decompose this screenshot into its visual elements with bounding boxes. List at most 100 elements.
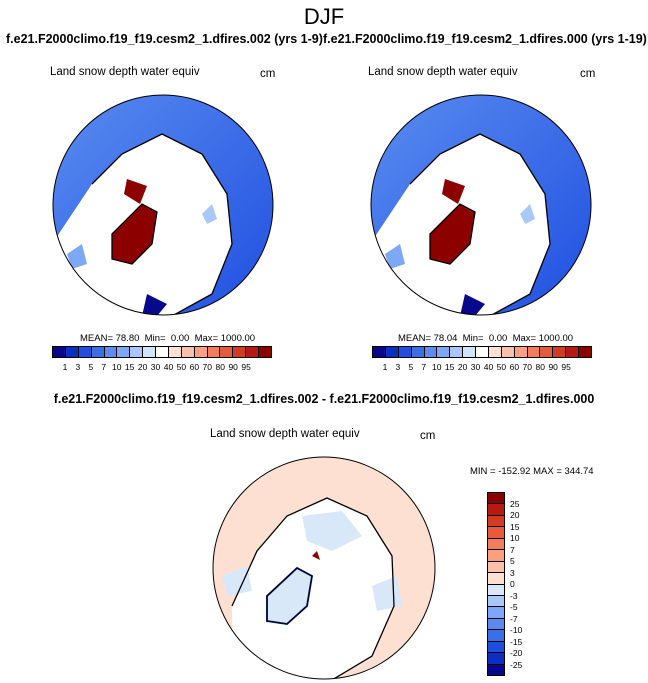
panel-a-colorbar-swatch <box>143 347 156 357</box>
panel-diff-colorbar-swatch <box>488 527 504 539</box>
panel-b-colorbar-tick-label: 20 <box>457 362 468 372</box>
panel-b-colorbar-tick-label: 7 <box>421 362 427 372</box>
panel-b-colorbar-swatch <box>450 347 464 357</box>
panel-diff-colorbar-tick-label: 0 <box>510 579 515 589</box>
panel-diff-units: cm <box>420 430 436 442</box>
panel-diff-colorbar-labels: 25 20 15 10 7 5 3 0 -3 -5 -7 -10 -15 -20 -25 <box>510 492 550 676</box>
panel-b-variable: Land snow depth water equiv <box>368 66 518 78</box>
panel-a-colorbar-tick-label: 5 <box>88 362 94 372</box>
panel-diff-colorbar-swatch <box>488 584 504 596</box>
panel-diff-colorbar-tick-label: -3 <box>510 590 518 601</box>
panel-a-colorbar-swatch <box>104 347 118 357</box>
panel-diff-colorbar-swatch <box>488 561 504 574</box>
panel-diff-colorbar-swatch <box>488 538 504 551</box>
panel-b-colorbar-swatch <box>398 347 412 357</box>
panel-a-colorbar-swatch <box>259 347 271 357</box>
panel-diff-colorbar-tick-label: -20 <box>510 648 523 658</box>
panel-diff-colorbar-tick-label: -7 <box>510 613 518 624</box>
panel-b-colorbar-tick-label: 90 <box>548 362 558 372</box>
panel-b-colorbar-tick-label: 95 <box>561 362 571 372</box>
panel-a-colorbar-swatch <box>53 347 66 357</box>
panel-b-colorbar-swatch <box>488 347 502 357</box>
season-title: DJF <box>303 4 345 29</box>
panel-a-colorbar-swatch <box>130 347 144 357</box>
panel-diff-colorbar-swatch <box>488 630 504 642</box>
difference-title: f.e21.F2000climo.f19_f19.cesm2_1.dfires.… <box>53 392 595 406</box>
panel-diff-colorbar-tick-label: 5 <box>510 556 515 566</box>
panel-b-colorbar-tick-label: 60 <box>509 362 520 372</box>
panel-b-colorbar-swatch <box>553 347 567 357</box>
panel-b-colorbar-tick-label: 5 <box>408 362 414 372</box>
panel-diff-colorbar-tick-label: 7 <box>510 544 515 555</box>
greenland-region <box>430 204 475 264</box>
panel-a-colorbar-tick-label: 90 <box>228 362 238 372</box>
panel-b-colorbar-swatch <box>514 347 528 357</box>
panel-diff-colorbar-tick-label: -25 <box>510 659 523 670</box>
panel-a-colorbar-tick-label: 15 <box>124 362 135 372</box>
panel-a-units: cm <box>260 68 276 80</box>
panel-a-colorbar-tick-label: 60 <box>189 362 200 372</box>
panel-a-colorbar-swatch <box>220 347 234 357</box>
panel-a-colorbar-swatch <box>181 347 195 357</box>
panel-a-colorbar-swatch <box>233 347 247 357</box>
case-b-title: f.e21.F2000climo.f19_f19.cesm2_1.dfires.… <box>323 32 647 46</box>
panel-a-colorbar-tick-label: 3 <box>75 362 81 372</box>
panel-a-colorbar <box>52 346 272 358</box>
panel-diff-colorbar-swatch <box>488 515 504 528</box>
panel-diff-colorbar-tick-label: -10 <box>510 625 523 635</box>
panel-a-colorbar-tick-label: 70 <box>202 362 213 372</box>
panel-b-colorbar-swatch <box>411 347 425 357</box>
panel-b-colorbar-swatch <box>579 347 591 357</box>
case-a-title: f.e21.F2000climo.f19_f19.cesm2_1.dfires.… <box>6 32 323 46</box>
panel-diff-colorbar-tick-label: 3 <box>510 567 515 578</box>
panel-a-colorbar-swatch <box>156 347 169 357</box>
panel-diff-colorbar-swatch <box>488 607 504 619</box>
panel-b-colorbar-swatch <box>566 347 579 357</box>
panel-diff-colorbar-tick-label: -15 <box>510 636 523 647</box>
panel-diff-stats: MIN = -152.92 MAX = 344.74 <box>470 466 594 477</box>
panel-b-colorbar-tick-label: 10 <box>431 362 442 372</box>
panel-b-colorbar-tick-label: 15 <box>444 362 455 372</box>
panel-diff-colorbar-swatch <box>488 653 504 665</box>
panel-b-colorbar-labels: 1 3 5 7 10 15 20 30 40 50 60 70 80 90 95 <box>372 362 592 374</box>
panel-b-colorbar-swatch <box>424 347 438 357</box>
panel-a-colorbar-tick-label: 80 <box>215 362 225 372</box>
panel-a-stats: MEAN= 78.80 Min= 0.00 Max= 1000.00 <box>80 333 256 344</box>
panel-diff-colorbar <box>487 492 505 676</box>
panel-a-colorbar-swatch <box>117 347 131 357</box>
panel-b-colorbar-swatch <box>385 347 399 357</box>
panel-b-stats: MEAN= 78.04 Min= 0.00 Max= 1000.00 <box>398 333 574 344</box>
panel-a-colorbar-tick-label: 95 <box>241 362 251 372</box>
panel-diff-colorbar-tick-label: 25 <box>510 498 520 509</box>
panel-b-colorbar-tick-label: 80 <box>535 362 545 372</box>
panel-a-colorbar-tick-label: 7 <box>101 362 107 372</box>
panel-a-colorbar-tick-label: 30 <box>150 362 161 372</box>
panel-diff-colorbar-tick-label: -5 <box>510 602 518 612</box>
panel-a-colorbar-swatch <box>207 347 221 357</box>
panel-b-colorbar <box>372 346 592 358</box>
panel-a-colorbar-tick-label: 20 <box>137 362 148 372</box>
panel-b-map <box>370 94 592 316</box>
panel-diff-colorbar-tick-label: 10 <box>510 533 520 543</box>
panel-b-colorbar-tick-label: 3 <box>395 362 401 372</box>
panel-a-colorbar-swatch <box>78 347 92 357</box>
panel-a-colorbar-tick-label: 40 <box>163 362 174 372</box>
panel-a-variable: Land snow depth water equiv <box>50 66 200 78</box>
panel-diff-colorbar-tick-label: 20 <box>510 510 520 520</box>
panel-a-colorbar-tick-label: 1 <box>62 362 68 372</box>
panel-a-colorbar-swatch <box>91 347 105 357</box>
panel-a-colorbar-swatch <box>65 347 79 357</box>
panel-a-colorbar-swatch <box>194 347 208 357</box>
panel-b-colorbar-swatch <box>527 347 541 357</box>
panel-a-colorbar-swatch <box>246 347 259 357</box>
panel-diff-colorbar-swatch <box>488 493 504 505</box>
panel-diff-map <box>212 456 436 680</box>
panel-b-colorbar-swatch <box>373 347 386 357</box>
panel-b-colorbar-swatch <box>540 347 554 357</box>
panel-b-colorbar-swatch <box>463 347 476 357</box>
greenland-region <box>112 204 157 264</box>
panel-diff-variable: Land snow depth water equiv <box>210 428 360 440</box>
panel-a-colorbar-swatch <box>168 347 182 357</box>
panel-diff-colorbar-swatch <box>488 618 504 631</box>
panel-b-colorbar-tick-label: 50 <box>496 362 507 372</box>
